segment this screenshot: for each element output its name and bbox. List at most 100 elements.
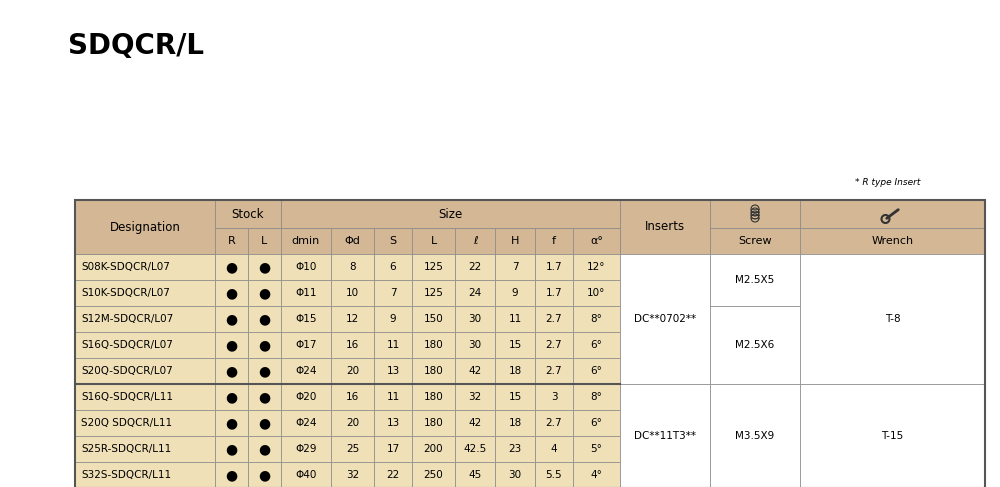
Text: 16: 16 — [346, 392, 359, 402]
Bar — [710, 436, 800, 462]
Bar — [710, 384, 800, 410]
Bar — [331, 410, 374, 436]
Bar — [215, 280, 248, 306]
Bar — [620, 280, 710, 306]
Bar — [75, 200, 215, 254]
Text: dmin: dmin — [292, 236, 320, 246]
Bar — [215, 228, 248, 254]
Bar — [495, 436, 535, 462]
Bar — [620, 410, 710, 436]
Bar — [620, 436, 710, 462]
Bar — [620, 332, 710, 358]
Bar — [248, 410, 281, 436]
Text: T-15: T-15 — [881, 431, 904, 441]
Text: 23: 23 — [508, 444, 522, 454]
Bar — [620, 462, 710, 487]
Bar — [710, 228, 800, 254]
Bar — [75, 200, 985, 487]
Bar — [215, 436, 248, 462]
Bar — [248, 280, 281, 306]
Text: 15: 15 — [508, 340, 522, 350]
Text: Φ10: Φ10 — [295, 262, 317, 272]
Text: ●: ● — [258, 468, 271, 482]
Bar — [800, 228, 985, 254]
Text: 9: 9 — [390, 314, 396, 324]
Bar — [331, 200, 374, 228]
Text: ℓ: ℓ — [473, 236, 477, 246]
Bar — [710, 254, 800, 306]
Text: Stock: Stock — [232, 207, 264, 221]
Text: 42: 42 — [468, 366, 482, 376]
Bar — [331, 462, 374, 487]
Bar — [281, 306, 331, 332]
Text: 13: 13 — [386, 418, 400, 428]
Bar — [573, 306, 620, 332]
Bar — [573, 462, 620, 487]
Bar — [800, 410, 985, 436]
Bar — [710, 254, 800, 280]
Text: S16Q-SDQCR/L07: S16Q-SDQCR/L07 — [81, 340, 173, 350]
Text: 30: 30 — [468, 314, 482, 324]
Text: 3: 3 — [551, 392, 557, 402]
Text: Φ11: Φ11 — [295, 288, 317, 298]
Bar — [215, 306, 248, 332]
Bar — [620, 358, 710, 384]
Bar — [412, 254, 455, 280]
Text: ●: ● — [258, 416, 271, 430]
Text: L: L — [430, 236, 437, 246]
Text: DC**0702**: DC**0702** — [634, 314, 696, 324]
Bar — [573, 384, 620, 410]
Bar — [412, 332, 455, 358]
Bar — [455, 254, 495, 280]
Bar — [495, 410, 535, 436]
Bar — [281, 410, 331, 436]
Bar — [535, 358, 573, 384]
Text: 2.7: 2.7 — [546, 366, 562, 376]
Bar — [710, 280, 800, 306]
Bar — [248, 358, 281, 384]
Text: ●: ● — [258, 260, 271, 274]
Text: 180: 180 — [424, 366, 443, 376]
Bar — [800, 436, 985, 462]
Text: 6°: 6° — [591, 366, 602, 376]
Bar — [215, 200, 281, 228]
Bar — [455, 410, 495, 436]
Bar — [331, 306, 374, 332]
Text: Φ24: Φ24 — [295, 366, 317, 376]
Text: 12: 12 — [346, 314, 359, 324]
Text: Screw: Screw — [738, 236, 772, 246]
Text: 15: 15 — [508, 392, 522, 402]
Text: S20Q SDQCR/L11: S20Q SDQCR/L11 — [81, 418, 172, 428]
Text: 42.5: 42.5 — [463, 444, 487, 454]
Bar — [710, 462, 800, 487]
Bar — [455, 358, 495, 384]
Text: 13: 13 — [386, 366, 400, 376]
Bar — [75, 384, 215, 410]
Text: ●: ● — [258, 442, 271, 456]
Bar — [455, 228, 495, 254]
Text: 180: 180 — [424, 418, 443, 428]
Bar — [800, 200, 985, 228]
Text: ●: ● — [258, 286, 271, 300]
Bar — [710, 306, 800, 332]
Bar — [75, 306, 215, 332]
Text: S12M-SDQCR/L07: S12M-SDQCR/L07 — [81, 314, 173, 324]
Text: S: S — [389, 236, 397, 246]
Text: 2.7: 2.7 — [546, 418, 562, 428]
Bar — [248, 384, 281, 410]
Text: ●: ● — [258, 390, 271, 404]
Bar — [620, 306, 710, 332]
Text: 30: 30 — [508, 470, 522, 480]
Text: 20: 20 — [346, 366, 359, 376]
Bar — [412, 410, 455, 436]
Bar — [331, 332, 374, 358]
Bar — [412, 280, 455, 306]
Text: 2.7: 2.7 — [546, 340, 562, 350]
Bar — [75, 200, 215, 228]
Text: SDQCR/L: SDQCR/L — [68, 32, 204, 60]
Text: 22: 22 — [386, 470, 400, 480]
Bar — [248, 254, 281, 280]
Bar — [331, 436, 374, 462]
Text: 25: 25 — [346, 444, 359, 454]
Bar — [710, 200, 800, 228]
